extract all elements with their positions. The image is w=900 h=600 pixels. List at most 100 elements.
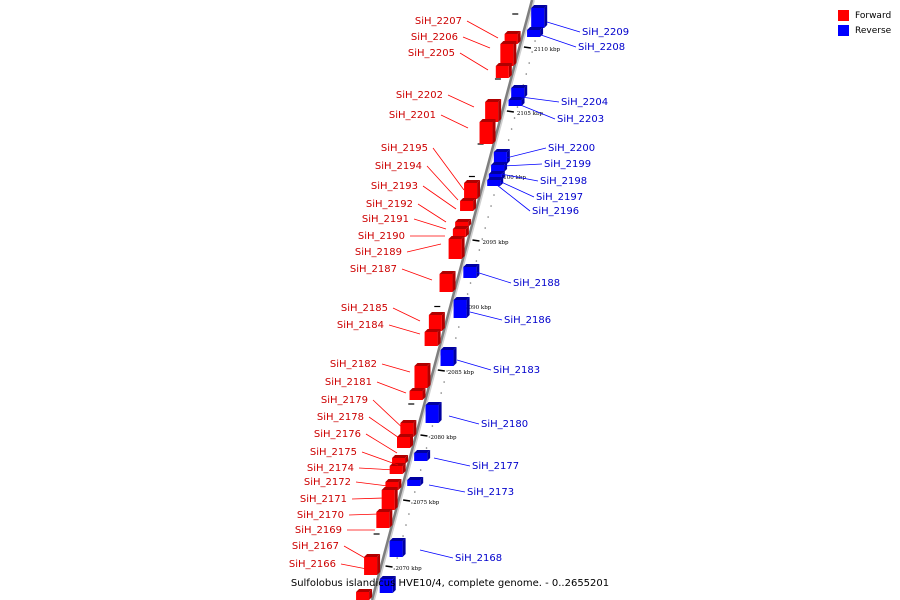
gene-block-side bbox=[540, 27, 544, 37]
forward-gene-block bbox=[428, 315, 442, 331]
reverse-gene-label: SiH_2177 bbox=[472, 461, 519, 472]
forward-gene-block bbox=[460, 201, 474, 211]
gene-block-side bbox=[465, 226, 469, 237]
minor-tick bbox=[481, 238, 484, 240]
minor-tick bbox=[516, 106, 519, 108]
reverse-leader-line bbox=[540, 34, 577, 48]
reverse-leader-line bbox=[433, 457, 471, 467]
forward-gene-block bbox=[424, 332, 438, 346]
forward-gene-label: SiH_2185 bbox=[341, 303, 388, 314]
gene-block-top bbox=[414, 363, 431, 366]
forward-gene-block bbox=[455, 222, 469, 227]
legend: Forward Reverse bbox=[838, 8, 898, 38]
reverse-gene-label: SiH_2196 bbox=[532, 206, 579, 217]
forward-leader-line bbox=[348, 513, 380, 516]
forward-gene-label: SiH_2175 bbox=[310, 447, 357, 458]
minor-tick bbox=[411, 502, 413, 504]
gene-block-side bbox=[477, 180, 481, 199]
legend-forward-label: Forward bbox=[855, 10, 892, 21]
forward-gene-label: SiH_2169 bbox=[295, 525, 342, 536]
gene-block-top bbox=[385, 479, 402, 482]
minor-tick bbox=[402, 535, 404, 537]
gene-block-side bbox=[452, 271, 456, 292]
forward-gene-label: SiH_2205 bbox=[408, 48, 455, 59]
forward-gene-label: SiH_2187 bbox=[350, 264, 397, 275]
reverse-leader-line bbox=[456, 359, 492, 371]
forward-gene-block bbox=[464, 183, 478, 199]
gene-block-top bbox=[460, 198, 477, 201]
gene-block-top bbox=[439, 271, 456, 274]
forward-leader-line bbox=[406, 243, 442, 253]
reverse-leader-line bbox=[469, 311, 503, 321]
forward-leader-line bbox=[376, 381, 407, 394]
gene-block-top bbox=[511, 85, 528, 88]
forward-leader-line bbox=[401, 268, 433, 281]
gene-block-side bbox=[441, 312, 445, 331]
forward-gene-label: SiH_2193 bbox=[371, 181, 418, 192]
gene-block-top bbox=[356, 589, 373, 592]
minor-tick bbox=[484, 227, 487, 229]
forward-gene-block bbox=[397, 437, 410, 448]
gene-block-side bbox=[389, 509, 393, 528]
minor-tick bbox=[528, 62, 530, 64]
reverse-gene-label: SiH_2204 bbox=[561, 97, 608, 108]
gene-block-side bbox=[524, 85, 528, 98]
major-tick bbox=[437, 369, 445, 372]
minor-tick bbox=[443, 381, 445, 383]
forward-gene-label: SiH_2195 bbox=[381, 143, 428, 154]
gene-block-side bbox=[377, 554, 381, 575]
forward-gene-label: SiH_2182 bbox=[330, 359, 377, 370]
forward-gene-label: SiH_2201 bbox=[389, 110, 436, 121]
forward-gene-label: SiH_2172 bbox=[304, 477, 351, 488]
gene-block-top bbox=[414, 450, 431, 453]
minor-tick bbox=[408, 513, 410, 515]
gene-block-side bbox=[468, 219, 472, 227]
gene-block-side bbox=[392, 576, 396, 593]
gene-block-side bbox=[438, 402, 442, 423]
reverse-gene-block bbox=[414, 453, 428, 461]
gene-block-top bbox=[452, 226, 469, 229]
forward-leader-line bbox=[447, 94, 475, 108]
gene-block-top bbox=[455, 219, 472, 222]
reverse-leader-line bbox=[498, 180, 535, 198]
gene-block-side bbox=[476, 264, 480, 278]
gene-block-side bbox=[398, 479, 402, 490]
forward-gene-block bbox=[400, 423, 414, 437]
tick-label: 2105 kbp bbox=[517, 111, 544, 117]
forward-leader-line bbox=[432, 147, 465, 191]
minor-tick bbox=[419, 469, 422, 471]
forward-leader-line bbox=[440, 114, 469, 129]
reverse-gene-block bbox=[487, 180, 501, 186]
gene-block-top bbox=[428, 312, 445, 315]
gene-block-side bbox=[498, 99, 502, 122]
forward-leader-line bbox=[343, 545, 373, 563]
gene-block-top bbox=[508, 97, 525, 100]
forward-gene-block bbox=[479, 122, 493, 144]
reverse-gene-label: SiH_2199 bbox=[544, 159, 591, 170]
gene-block-side bbox=[508, 63, 512, 78]
reverse-gene-label: SiH_2183 bbox=[493, 365, 540, 376]
gene-block-top bbox=[527, 27, 544, 30]
gene-block-top bbox=[376, 509, 393, 512]
minor-tick bbox=[396, 557, 399, 559]
forward-leader-line bbox=[392, 307, 421, 322]
minor-tick bbox=[534, 40, 536, 42]
gene-block-side bbox=[492, 119, 496, 144]
forward-gene-block bbox=[500, 44, 514, 66]
gene-block-top bbox=[487, 177, 504, 180]
forward-leader-line bbox=[372, 399, 408, 433]
forward-gene-block bbox=[389, 466, 403, 474]
reverse-gene-block bbox=[508, 100, 522, 106]
reverse-gene-label: SiH_2186 bbox=[504, 315, 551, 326]
minor-tick bbox=[525, 73, 528, 75]
forward-leader-line bbox=[466, 20, 499, 39]
tick-label: 2090 kbp bbox=[465, 305, 492, 311]
reverse-leader-line bbox=[448, 415, 480, 425]
forward-gene-block bbox=[414, 366, 428, 388]
forward-gene-block bbox=[385, 482, 399, 490]
reverse-gene-label: SiH_2180 bbox=[481, 419, 528, 430]
tick-label: 2075 kbp bbox=[413, 500, 440, 506]
gene-block-side bbox=[427, 450, 431, 461]
minor-tick bbox=[428, 436, 431, 438]
major-tick bbox=[403, 499, 411, 502]
